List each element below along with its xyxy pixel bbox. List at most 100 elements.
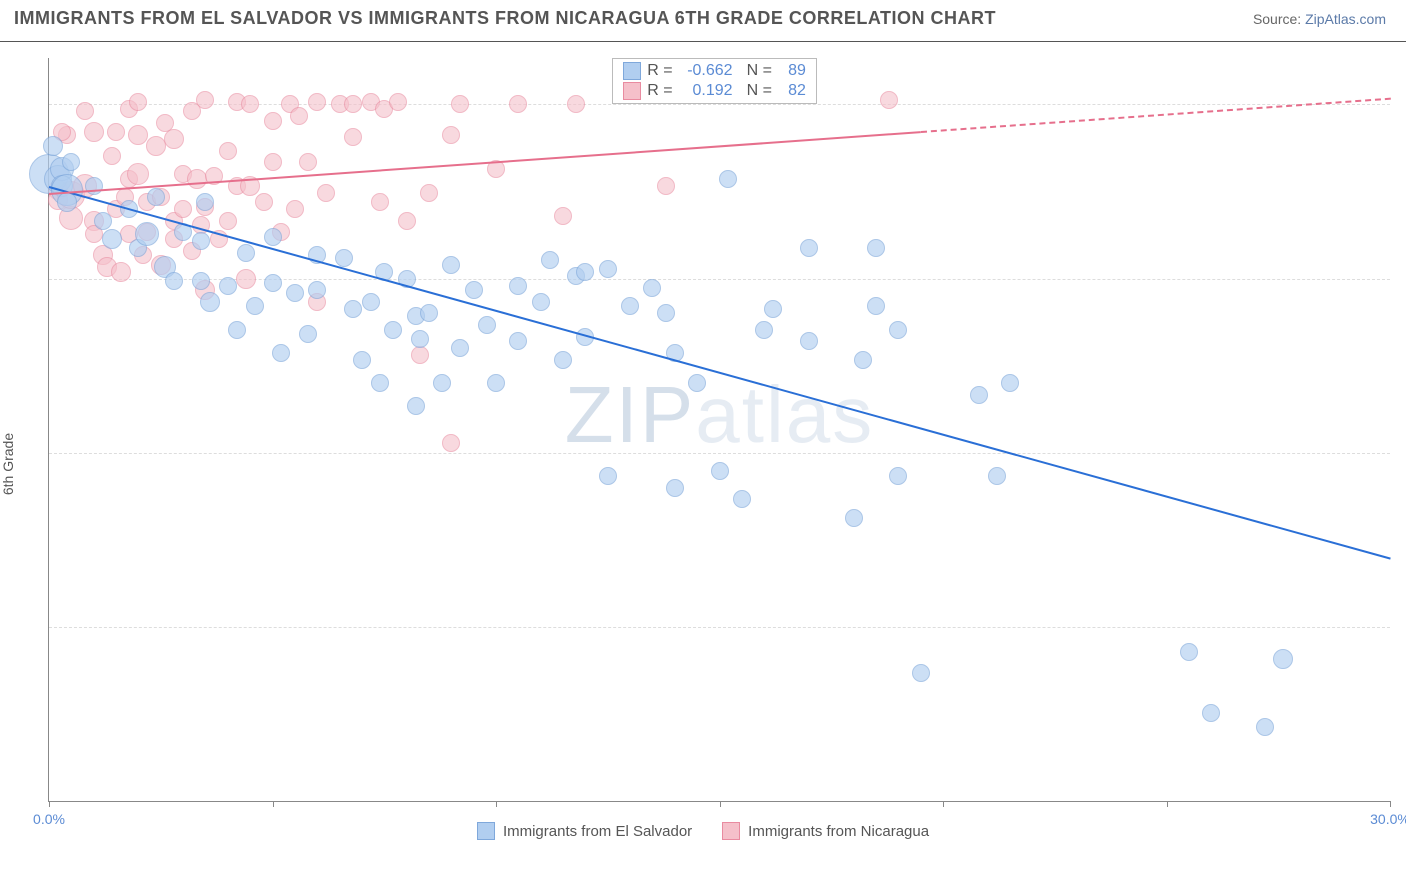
- data-point: [192, 272, 210, 290]
- data-point: [299, 153, 317, 171]
- data-point: [532, 293, 550, 311]
- data-point: [398, 212, 416, 230]
- n-value: 82: [778, 82, 806, 100]
- data-point: [509, 277, 527, 295]
- data-point: [362, 293, 380, 311]
- series-swatch: [623, 62, 641, 80]
- data-point: [643, 279, 661, 297]
- data-point: [1180, 643, 1198, 661]
- data-point: [264, 228, 282, 246]
- data-point: [845, 509, 863, 527]
- data-point: [433, 374, 451, 392]
- series-swatch: [623, 82, 641, 100]
- data-point: [308, 93, 326, 111]
- chart-header: IMMIGRANTS FROM EL SALVADOR VS IMMIGRANT…: [0, 0, 1406, 42]
- data-point: [344, 300, 362, 318]
- gridline-h: [49, 453, 1390, 454]
- legend-item: Immigrants from El Salvador: [477, 822, 692, 840]
- data-point: [509, 95, 527, 113]
- data-point: [43, 136, 63, 156]
- data-point: [196, 91, 214, 109]
- n-label: N =: [747, 82, 772, 100]
- data-point: [688, 374, 706, 392]
- data-point: [988, 467, 1006, 485]
- data-point: [451, 339, 469, 357]
- legend-item: Immigrants from Nicaragua: [722, 822, 929, 840]
- data-point: [509, 332, 527, 350]
- data-point: [264, 112, 282, 130]
- r-value: -0.662: [679, 62, 733, 80]
- stats-legend-box: R =-0.662N =89R =0.192N =82: [612, 58, 817, 104]
- data-point: [196, 193, 214, 211]
- x-tick: [273, 801, 274, 807]
- data-point: [407, 397, 425, 415]
- legend-label: Immigrants from Nicaragua: [748, 823, 929, 840]
- data-point: [1256, 718, 1274, 736]
- data-point: [711, 462, 729, 480]
- data-point: [599, 467, 617, 485]
- data-point: [246, 297, 264, 315]
- data-point: [478, 316, 496, 334]
- x-tick: [49, 801, 50, 807]
- data-point: [567, 95, 585, 113]
- data-point: [219, 142, 237, 160]
- data-point: [621, 297, 639, 315]
- data-point: [384, 321, 402, 339]
- data-point: [187, 169, 207, 189]
- data-point: [94, 212, 112, 230]
- data-point: [442, 434, 460, 452]
- data-point: [554, 207, 572, 225]
- data-point: [237, 244, 255, 262]
- data-point: [353, 351, 371, 369]
- source-attribution: Source: ZipAtlas.com: [1253, 11, 1386, 27]
- data-point: [657, 304, 675, 322]
- data-point: [867, 297, 885, 315]
- data-point: [299, 325, 317, 343]
- data-point: [800, 239, 818, 257]
- stats-row: R =-0.662N =89: [623, 61, 806, 81]
- data-point: [102, 229, 122, 249]
- n-value: 89: [778, 62, 806, 80]
- chart-title: IMMIGRANTS FROM EL SALVADOR VS IMMIGRANT…: [14, 8, 996, 29]
- x-tick: [496, 801, 497, 807]
- r-label: R =: [647, 82, 672, 100]
- data-point: [164, 129, 184, 149]
- data-point: [165, 272, 183, 290]
- data-point: [1273, 649, 1293, 669]
- data-point: [371, 374, 389, 392]
- data-point: [219, 212, 237, 230]
- data-point: [241, 95, 259, 113]
- data-point: [127, 163, 149, 185]
- data-point: [389, 93, 407, 111]
- legend-swatch: [722, 822, 740, 840]
- data-point: [541, 251, 559, 269]
- data-point: [219, 277, 237, 295]
- data-point: [264, 153, 282, 171]
- plot-region: ZIPatlas R =-0.662N =89R =0.192N =82 77.…: [48, 58, 1390, 802]
- x-tick: [720, 801, 721, 807]
- data-point: [889, 467, 907, 485]
- data-point: [420, 184, 438, 202]
- data-point: [465, 281, 483, 299]
- data-point: [411, 346, 429, 364]
- data-point: [599, 260, 617, 278]
- data-point: [442, 256, 460, 274]
- data-point: [442, 126, 460, 144]
- data-point: [1001, 374, 1019, 392]
- data-point: [666, 479, 684, 497]
- data-point: [344, 95, 362, 113]
- data-point: [411, 330, 429, 348]
- data-point: [451, 95, 469, 113]
- data-point: [129, 93, 147, 111]
- legend-label: Immigrants from El Salvador: [503, 823, 692, 840]
- data-point: [135, 222, 159, 246]
- data-point: [111, 262, 131, 282]
- trend-line: [49, 186, 1391, 559]
- data-point: [487, 374, 505, 392]
- source-link[interactable]: ZipAtlas.com: [1305, 11, 1386, 27]
- x-tick: [1167, 801, 1168, 807]
- data-point: [657, 177, 675, 195]
- data-point: [880, 91, 898, 109]
- data-point: [286, 200, 304, 218]
- data-point: [576, 263, 594, 281]
